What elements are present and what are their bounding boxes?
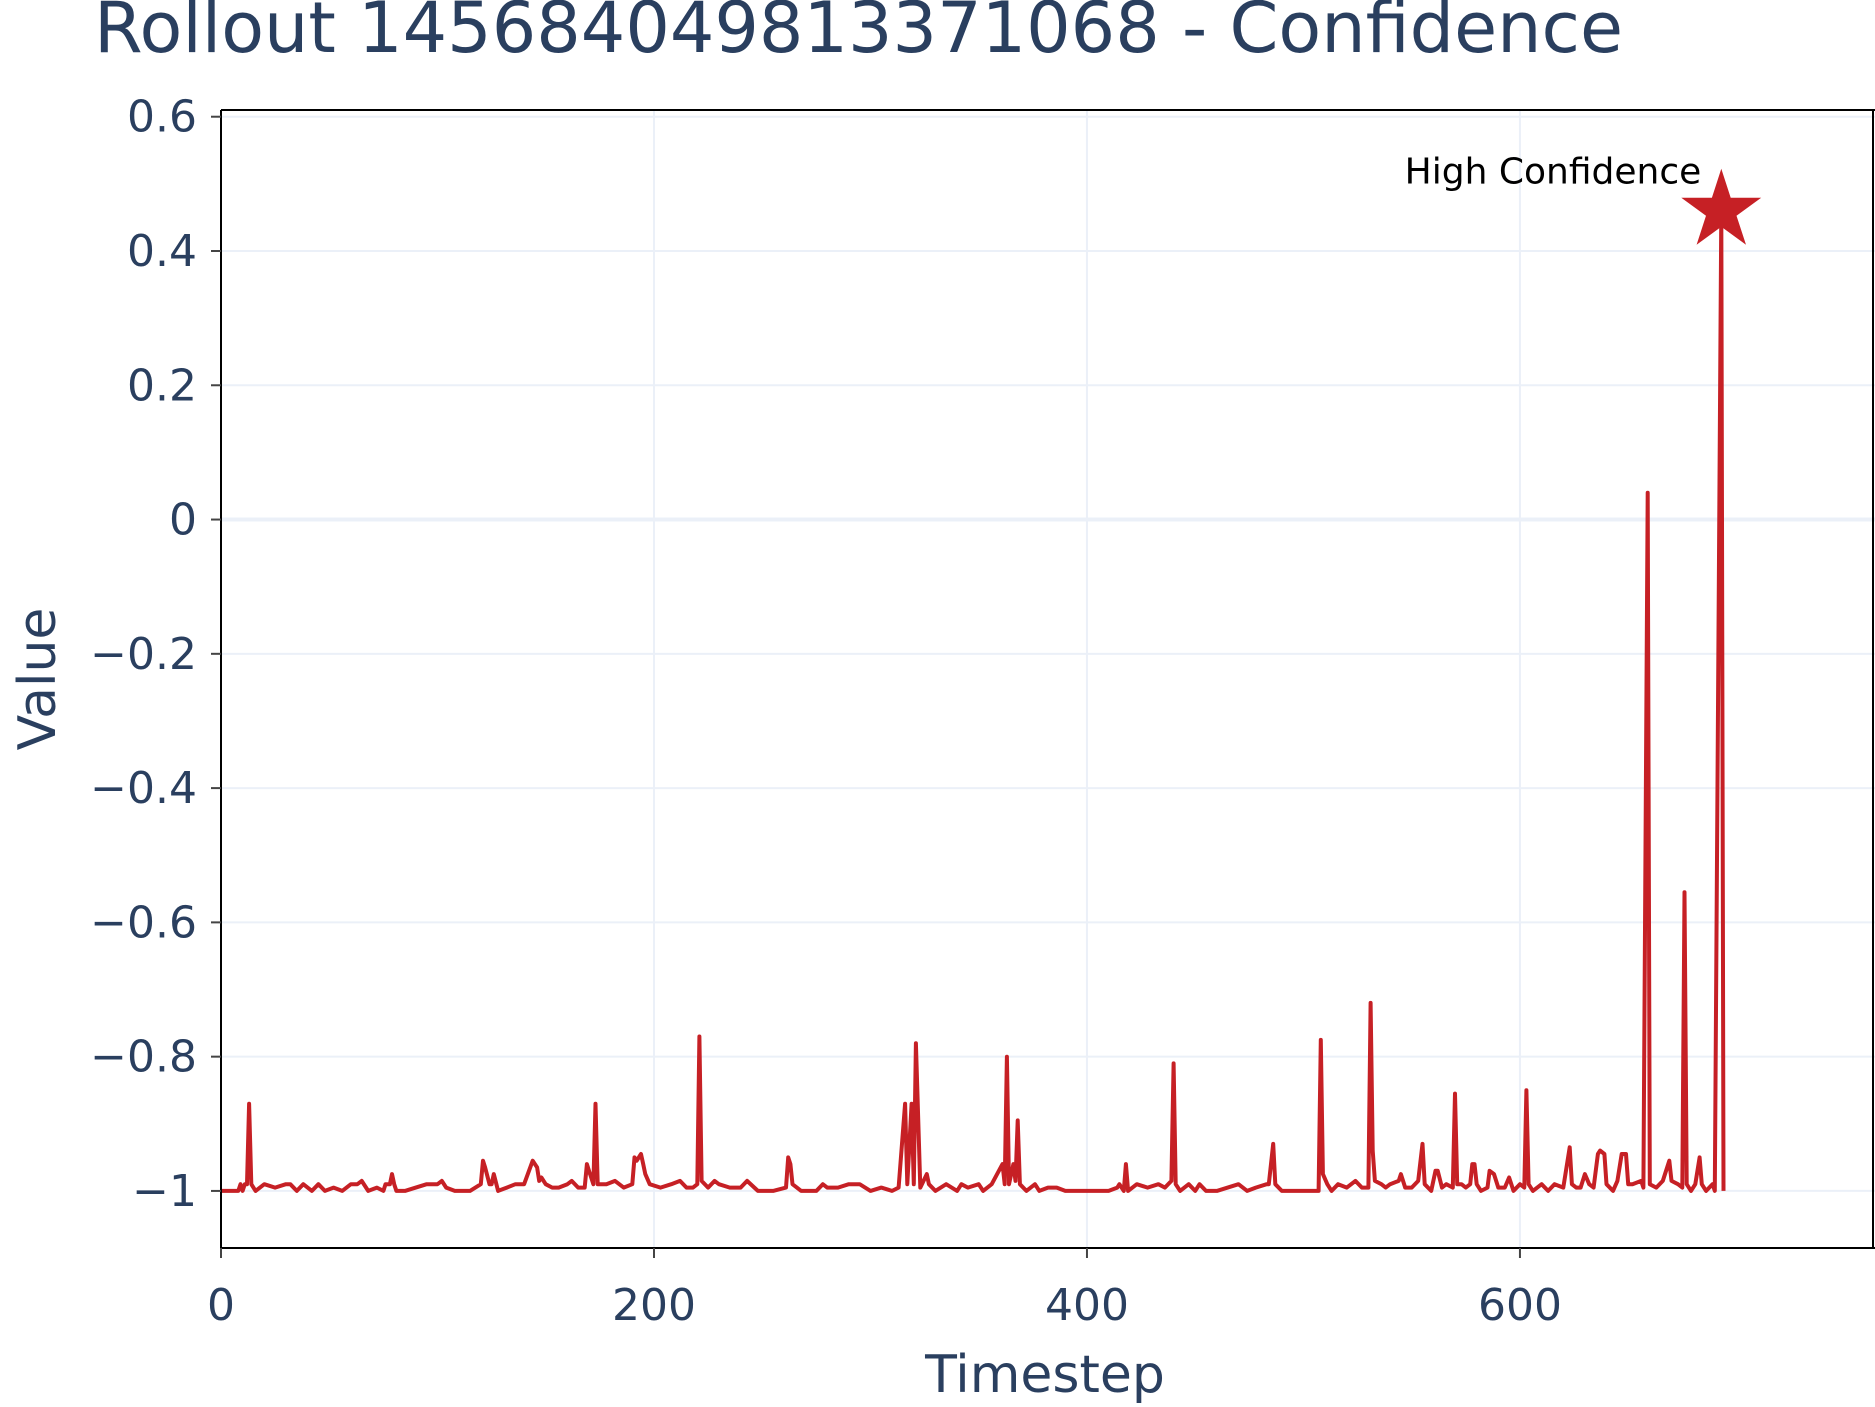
plot-area: [220, 110, 1875, 1248]
y-tick-label: −0.2: [90, 629, 197, 680]
x-tick-label: 600: [1478, 1280, 1562, 1331]
x-tick-label: 0: [207, 1280, 235, 1331]
series-layer: [221, 208, 1726, 1193]
y-tick-label: −0.6: [90, 897, 197, 948]
axes-frame: [220, 109, 1875, 1249]
x-axis-ticks: 0 200 400 600: [207, 1248, 1562, 1331]
x-tick-label: 400: [1045, 1280, 1129, 1331]
y-tick-label: −0.4: [90, 763, 197, 814]
y-tick-label: 0.4: [127, 226, 197, 277]
x-axis-title: Timestep: [924, 1345, 1165, 1405]
series-line: [221, 208, 1726, 1193]
chart-title: Rollout 14568404981337106​8 - Confidence: [94, 0, 1623, 69]
gridlines: [221, 110, 1875, 1248]
y-tick-label: 0.6: [127, 92, 197, 143]
annotation-layer: High Confidence: [1405, 152, 1762, 245]
y-axis-ticks: 0.6 0.4 0.2 0 −0.2 −0.4 −0.6 −0.8 −1: [90, 92, 221, 1217]
x-tick-label: 200: [612, 1280, 696, 1331]
y-tick-label: 0.2: [127, 360, 197, 411]
high-confidence-star-marker: [1681, 168, 1762, 245]
y-tick-label: −0.8: [90, 1032, 197, 1083]
annotation-label: High Confidence: [1405, 152, 1702, 193]
y-axis-title: Value: [8, 608, 68, 751]
y-tick-label: 0: [169, 495, 197, 546]
y-tick-label: −1: [132, 1166, 197, 1217]
